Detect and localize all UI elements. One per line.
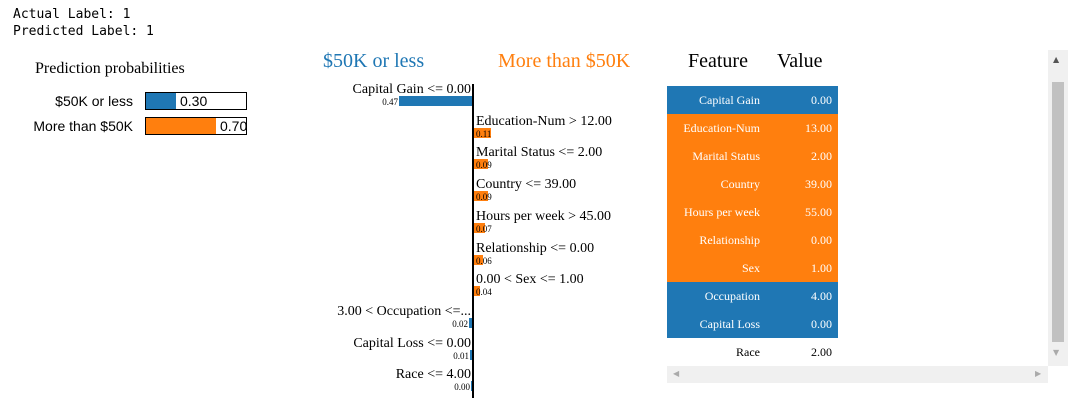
prob-label-pos: More than $50K [33,118,133,134]
prob-bar-pos: 0.70 [145,117,247,135]
table-cell-value: 4.00 [811,289,832,303]
feature-value: 0.00 [454,382,470,392]
feature-name: Capital Gain <= 0.00 [352,82,471,97]
table-cell-feature: Sex [742,261,760,275]
scroll-right-icon[interactable]: ▶ [1035,369,1042,378]
table-row: Occupation 4.00 [667,282,838,310]
table-row: Relationship 0.00 [667,226,838,254]
prob-value-pos: 0.70 [220,118,248,134]
table-row: Sex 1.00 [667,254,838,282]
feature-name: 3.00 < Occupation <=... [337,304,471,319]
feature-bar [470,350,472,360]
prob-bar-fill-pos [146,118,216,134]
feature-name: Relationship <= 0.00 [476,241,595,256]
table-row: Capital Gain 0.00 [667,86,838,114]
feature-bar [474,128,491,138]
feature-value: 0.04 [476,287,492,297]
prob-value-neg: 0.30 [180,93,208,109]
table-cell-value: 0.00 [811,317,832,331]
table-cell-value: 0.00 [811,233,832,247]
feature-name: Country <= 39.00 [476,177,577,192]
table-cell-value: 13.00 [805,121,832,135]
table-cell-value: 0.00 [811,93,832,107]
feature-bar [469,318,472,328]
feature-name: Capital Loss <= 0.00 [353,336,471,351]
neg-class-title: $50K or less [323,50,425,72]
table-row: Race 2.00 [667,338,838,366]
prob-label-neg: $50K or less [55,93,133,109]
feature-value: 0.09 [476,192,492,202]
table-cell-value: 2.00 [811,345,832,359]
table-row: Hours per week 55.00 [667,198,838,226]
table-cell-value: 55.00 [805,205,832,219]
table-row: Education-Num 13.00 [667,114,838,142]
prob-bar-neg: 0.30 [145,92,247,110]
probabilities-title: Prediction probabilities [35,60,185,77]
table-cell-feature: Country [720,177,760,191]
feature-name: 0.00 < Sex <= 1.00 [476,272,584,287]
feature-bar [474,159,488,169]
scroll-left-icon[interactable]: ◀ [673,369,680,378]
table-cell-feature: Relationship [699,233,760,247]
feature-bar [474,223,485,233]
feature-bar [474,286,480,296]
feature-name: Education-Num > 12.00 [476,114,612,129]
feature-value: 0.09 [476,160,492,170]
feature-name: Race <= 4.00 [395,367,471,382]
feature-value: 0.01 [453,351,469,361]
table-row: Marital Status 2.00 [667,142,838,170]
table-cell-feature: Marital Status [692,149,760,163]
feature-bar [471,381,472,391]
explanation-axis [472,84,474,398]
feature-bar [474,191,488,201]
table-cell-feature: Hours per week [684,205,760,219]
feature-value: 0.11 [476,129,492,139]
actual-label: Actual Label: 1 [13,7,131,22]
scroll-down-icon[interactable]: ▼ [1053,348,1060,357]
table-cell-feature: Race [736,345,760,359]
table-cell-feature: Occupation [704,289,760,303]
feature-value: 0.07 [476,224,492,234]
feature-name: Marital Status <= 2.00 [476,145,603,160]
vertical-scrollbar[interactable]: ▲ ▼ [1048,50,1068,366]
scroll-up-icon[interactable]: ▲ [1053,55,1060,64]
predicted-label: Predicted Label: 1 [13,24,154,39]
feature-value: 0.02 [452,319,468,329]
prob-bar-fill-neg [146,93,176,109]
table-row: Country 39.00 [667,170,838,198]
feature-bar [474,255,483,265]
table-header-feature: Feature [688,50,748,72]
feature-bar [399,96,472,106]
table-row: Capital Loss 0.00 [667,310,838,338]
table-cell-feature: Capital Gain [699,93,760,107]
table-cell-feature: Capital Loss [699,317,760,331]
table-cell-value: 1.00 [811,261,832,275]
table-cell-value: 2.00 [811,149,832,163]
horizontal-scrollbar[interactable]: ◀ ▶ [667,366,1048,383]
vertical-scroll-thumb[interactable] [1052,82,1064,342]
table-header-value: Value [777,50,823,72]
table-cell-value: 39.00 [805,177,832,191]
feature-value: 0.47 [382,97,398,107]
feature-value: 0.06 [476,256,492,266]
pos-class-title: More than $50K [498,50,631,72]
table-cell-feature: Education-Num [683,121,760,135]
feature-name: Hours per week > 45.00 [476,209,612,224]
